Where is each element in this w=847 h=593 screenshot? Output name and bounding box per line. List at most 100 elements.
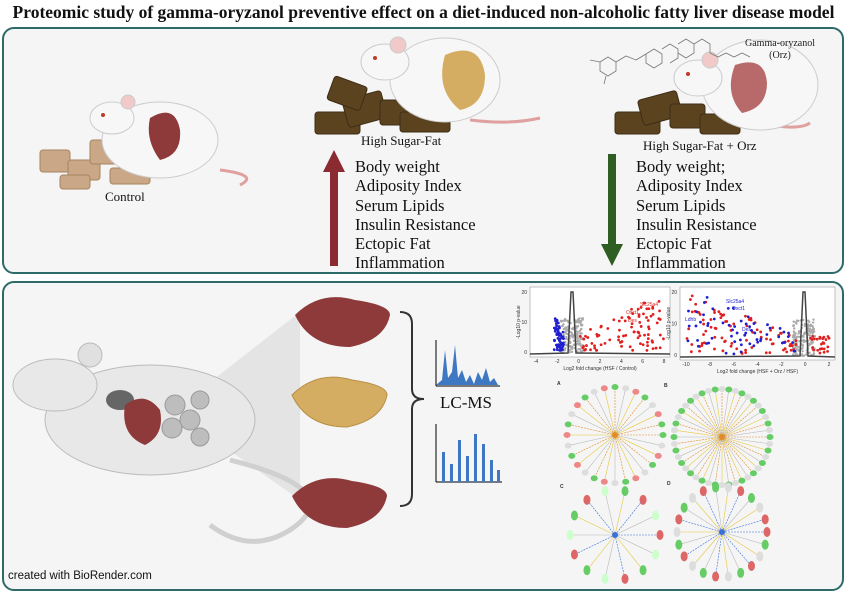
data-point [572, 343, 576, 347]
edge [721, 436, 769, 451]
plot-area [529, 286, 671, 358]
protein-node [672, 420, 680, 427]
up-point [824, 338, 828, 341]
data-point [802, 338, 805, 342]
edge [695, 396, 723, 438]
data-point [563, 319, 566, 322]
edge [692, 497, 723, 533]
data-point [575, 320, 579, 324]
up-point [820, 347, 824, 351]
mass-spectrum [435, 424, 502, 483]
up-point [643, 333, 646, 337]
protein-node [654, 411, 662, 418]
protein-node [659, 432, 667, 438]
edge [703, 490, 723, 533]
edge [586, 499, 616, 536]
up-point [787, 339, 790, 343]
data-point [802, 318, 805, 322]
data-point [791, 353, 795, 356]
orz-liver-sample [292, 478, 387, 528]
up-point [608, 338, 612, 342]
up-point [636, 336, 640, 340]
data-point [571, 336, 574, 339]
spectrum-peak [482, 444, 485, 482]
protein-node [564, 442, 572, 449]
down-point [555, 345, 559, 349]
up-point [582, 337, 586, 341]
down-point [759, 339, 762, 343]
protein-node [566, 530, 574, 540]
protein-node [718, 386, 726, 392]
protein-node [711, 386, 719, 393]
down-point [557, 343, 560, 346]
data-point [560, 320, 563, 323]
down-point [687, 324, 691, 328]
data-point [576, 332, 579, 336]
edge [721, 531, 761, 557]
up-point [765, 337, 768, 341]
up-point [826, 345, 830, 349]
protein-node [744, 474, 752, 481]
spectrum-peak [490, 460, 493, 482]
plot-area [679, 286, 836, 361]
interaction-network: B [664, 383, 774, 488]
up-point [768, 351, 772, 354]
protein-node [692, 474, 700, 481]
up-point [627, 315, 630, 319]
protein-node [766, 440, 774, 447]
interaction-network: D [667, 481, 771, 582]
data-point [561, 324, 564, 328]
down-point [559, 342, 563, 345]
up-point [651, 340, 654, 344]
edge [614, 434, 659, 457]
up-point [816, 348, 820, 352]
up-point [657, 317, 661, 321]
protein-node [756, 551, 764, 562]
protein-label: Slc25a4 [726, 299, 744, 305]
x-tick-label: -4 [534, 359, 539, 365]
up-point [811, 346, 814, 350]
protein-node [570, 510, 578, 521]
protein-node [568, 452, 576, 459]
protein-node [744, 393, 752, 400]
protein-node [689, 561, 697, 572]
protein-node [641, 394, 649, 401]
edge [721, 436, 754, 474]
data-point [578, 340, 581, 343]
edge [678, 416, 723, 438]
data-point [572, 339, 576, 342]
up-point [709, 325, 713, 329]
data-point [576, 342, 579, 345]
edge [721, 519, 766, 533]
down-point [553, 317, 557, 321]
edge [604, 434, 616, 482]
up-point [593, 344, 596, 348]
edge [604, 388, 616, 436]
edge [703, 531, 723, 574]
protein-node [754, 402, 762, 409]
down-point [686, 339, 690, 343]
edge [721, 436, 736, 484]
data-point [576, 330, 579, 334]
spectrum-peak [442, 452, 445, 482]
hsf-chow [314, 75, 451, 135]
data-point [564, 343, 567, 346]
up-point [698, 349, 701, 353]
down-point [702, 301, 706, 304]
up-point [649, 314, 653, 318]
down-point [752, 322, 756, 325]
up-point [606, 327, 610, 330]
down-point [710, 336, 714, 340]
up-point [745, 338, 748, 342]
edge [685, 436, 723, 469]
y-axis-label: -Log10 p-value [666, 307, 672, 341]
down-point [793, 349, 797, 353]
data-point [803, 323, 807, 326]
up-point [744, 314, 747, 318]
up-point [701, 318, 705, 322]
up-point [624, 333, 628, 337]
edge [721, 436, 766, 458]
increase-arrow [323, 150, 345, 266]
protein-node [675, 514, 683, 525]
